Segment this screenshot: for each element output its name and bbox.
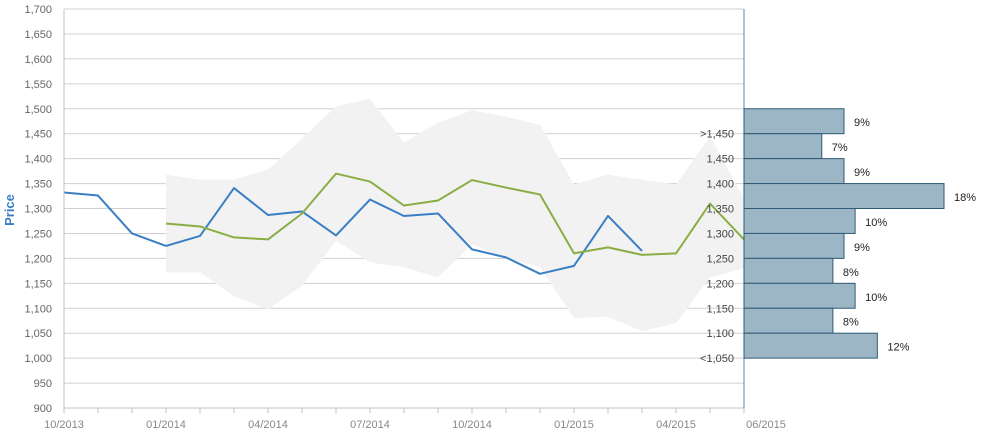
y-tick-label: 1,400 — [24, 154, 52, 166]
series-lines — [63, 172, 745, 275]
histogram-percent-label: 12% — [887, 342, 909, 354]
histogram-bin-label: <1,050 — [700, 353, 734, 365]
histogram-percent-label: 9% — [854, 242, 870, 254]
y-tick-label: 1,300 — [24, 204, 52, 216]
gridlines — [64, 8, 744, 409]
x-axis-ticks: 10/2013 01/2014 04/2014 07/2014 10/2014 01/20… — [44, 408, 786, 431]
series-line-2 — [165, 172, 745, 256]
x-tick-label: 01/2015 — [554, 419, 594, 431]
y-tick-label: 1,700 — [24, 4, 52, 16]
histogram-bar — [743, 133, 823, 160]
histogram-bar — [743, 232, 845, 259]
x-tick-label: 01/2014 — [146, 419, 186, 431]
histogram-bar — [743, 307, 834, 334]
y-tick-label: 950 — [34, 378, 52, 390]
histogram-bin-label: 1,200 — [706, 278, 734, 290]
y-tick-label: 1,650 — [24, 29, 52, 41]
histogram-bin-label: 1,450 — [706, 154, 734, 166]
histogram-bar — [743, 108, 845, 135]
range-band — [166, 98, 744, 332]
y-axis-ticks: 900 950 1,000 1,050 1,100 1,150 1,200 1,250 1,30… — [24, 4, 52, 415]
histogram-bin-label: 1,250 — [706, 253, 734, 265]
x-tick-label: 04/2015 — [656, 419, 696, 431]
y-tick-label: 1,150 — [24, 278, 52, 290]
histogram-percent-label: 9% — [854, 167, 870, 179]
x-tick-label: 06/2015 — [746, 419, 786, 431]
y-tick-label: 1,200 — [24, 253, 52, 265]
histogram-percent-label: 18% — [954, 192, 976, 204]
y-tick-label: 1,500 — [24, 104, 52, 116]
series-line-1 — [63, 187, 643, 275]
y-tick-label: 1,600 — [24, 54, 52, 66]
x-tick-label: 10/2014 — [452, 419, 492, 431]
histogram-bin-label: 1,100 — [706, 328, 734, 340]
histogram-percent-label: 8% — [843, 317, 859, 329]
range-band-area — [166, 98, 744, 332]
y-tick-label: 1,450 — [24, 129, 52, 141]
histogram-percent-label: 10% — [865, 217, 887, 229]
histogram-bar — [743, 183, 945, 209]
distribution-histogram: >1,450 9% 1,450 7% 1,400 9% 1,350 18% 1,300 10% 1,… — [700, 108, 976, 365]
histogram-bin-label: 1,150 — [706, 303, 734, 315]
histogram-percent-label: 9% — [854, 117, 870, 129]
histogram-bin-label: 1,350 — [706, 204, 734, 216]
histogram-bar — [743, 257, 834, 284]
histogram-percent-label: 10% — [865, 292, 887, 304]
y-tick-label: 1,000 — [24, 353, 52, 365]
y-axis-label: Price — [2, 194, 17, 226]
histogram-bar — [743, 158, 845, 185]
histogram-bar — [743, 282, 856, 309]
histogram-percent-label: 8% — [843, 267, 859, 279]
y-tick-label: 1,250 — [24, 228, 52, 240]
x-tick-label: 07/2014 — [350, 419, 390, 431]
y-tick-label: 900 — [34, 403, 52, 415]
histogram-percent-label: 7% — [832, 142, 848, 154]
x-tick-label: 10/2013 — [44, 419, 84, 431]
y-tick-label: 1,100 — [24, 303, 52, 315]
histogram-bin-label: 1,400 — [706, 179, 734, 191]
y-tick-label: 1,350 — [24, 179, 52, 191]
histogram-bin-label: >1,450 — [700, 129, 734, 141]
histogram-bin-label: 1,300 — [706, 228, 734, 240]
y-tick-label: 1,550 — [24, 79, 52, 91]
x-tick-label: 04/2014 — [248, 419, 288, 431]
histogram-bar — [743, 208, 856, 234]
histogram-bar — [743, 332, 878, 359]
y-tick-label: 1,050 — [24, 328, 52, 340]
